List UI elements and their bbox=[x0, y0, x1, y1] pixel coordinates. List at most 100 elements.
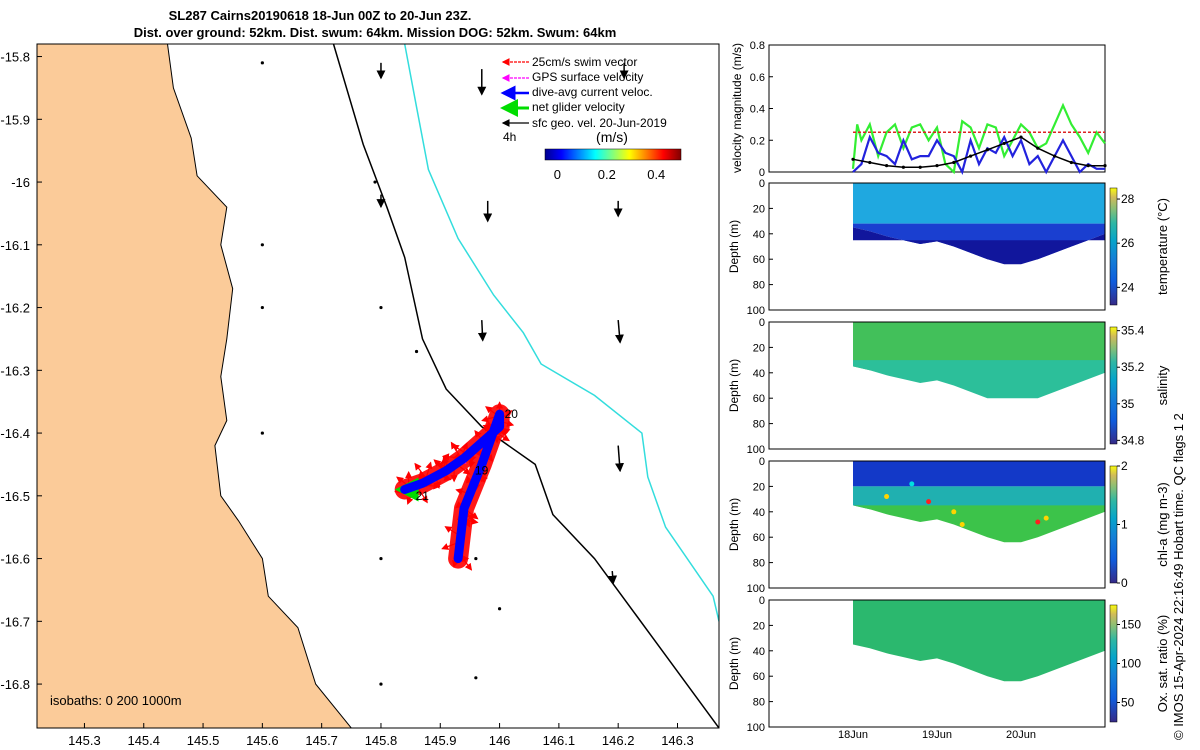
sfc-vector-dot-1 bbox=[373, 180, 377, 184]
map-x-tick-label: 145.7 bbox=[305, 733, 338, 748]
colorbar-label-chla: chl-a (mg m-3) bbox=[1155, 482, 1170, 567]
colorbar-tick-label-salinity: 35.4 bbox=[1121, 324, 1145, 338]
speed-y-tick-label: 0 bbox=[759, 167, 765, 179]
map-y-tick-label: -15.8 bbox=[0, 50, 30, 65]
speed-plot-area bbox=[768, 44, 1106, 173]
profile-y-tick-label: 40 bbox=[753, 507, 765, 519]
colorbar-tick-label-temperature: 28 bbox=[1121, 192, 1135, 206]
sfc-vector-dot-9 bbox=[379, 682, 383, 686]
map-x-tick-label: 145.6 bbox=[246, 733, 279, 748]
map-x-tick-label: 146.2 bbox=[602, 733, 635, 748]
profile-y-tick-label: 60 bbox=[753, 671, 765, 683]
chla-point-2 bbox=[951, 509, 957, 515]
profile-layer-temperature-0 bbox=[853, 183, 1105, 224]
time-axis-ticks: 18Jun 19Jun 20Jun bbox=[838, 729, 1036, 741]
map-x-tick-label: 146.1 bbox=[543, 733, 576, 748]
map-x-tick-label: 146 bbox=[489, 733, 511, 748]
sfc-vector-8 bbox=[615, 445, 625, 473]
day-labels: 20 19 21 bbox=[416, 407, 519, 503]
sfc-vector-dot-6 bbox=[260, 431, 264, 435]
figure-title-line2: Dist. over ground: 52km. Dist. swum: 64k… bbox=[134, 25, 617, 40]
profile-y-tick-label: 0 bbox=[759, 317, 765, 329]
speed-line-net bbox=[851, 102, 1106, 175]
profile-y-tick-label: 80 bbox=[753, 280, 765, 292]
profile-ylabel-oxygen: Depth (m) bbox=[727, 637, 741, 690]
profile-y-tick-label: 80 bbox=[753, 697, 765, 709]
map-y-ticks: -15.8 -15.9 -16 -16.1 -16.2 -16.3 -16.4 -16.5 -1… bbox=[0, 50, 42, 692]
speed-sfc-point bbox=[952, 160, 956, 165]
sfc-vector-dot-0 bbox=[260, 61, 264, 65]
day-label-20: 20 bbox=[505, 407, 519, 421]
speed-sfc-point bbox=[1002, 141, 1006, 146]
speed-sfc-point bbox=[918, 165, 922, 169]
profile-y-tick-label: 40 bbox=[753, 229, 765, 241]
profile-ylabel-salinity: Depth (m) bbox=[727, 359, 741, 412]
profile-layer-chla-0 bbox=[853, 461, 1105, 487]
map-y-tick-label: -16.3 bbox=[0, 363, 30, 378]
profile-y-tick-label: 20 bbox=[753, 620, 765, 632]
profile-layer-oxygen-0 bbox=[853, 600, 1105, 682]
legend-gps-label: GPS surface velocity bbox=[532, 70, 643, 84]
profile-panel-salinity: 0 20 40 60 80 100 Depth (m) 34.8 35 35.2 35.4 salin… bbox=[727, 317, 1170, 456]
colorbar-tick-label-chla: 0 bbox=[1121, 576, 1128, 590]
speed-line-current bbox=[852, 134, 1105, 176]
profile-y-tick-label: 60 bbox=[753, 532, 765, 544]
profile-y-tick-label: 20 bbox=[753, 203, 765, 215]
profile-panel-chla: 0 20 40 60 80 100 Depth (m) 0 1 2 chl-a (mg m-3) bbox=[727, 456, 1170, 595]
legend-sfc-label: sfc geo. vel. 20-Jun-2019 bbox=[532, 116, 667, 130]
profile-layer-salinity-1 bbox=[853, 360, 1105, 399]
colorbar-salinity bbox=[1109, 326, 1118, 445]
colorbar-tick-label-salinity: 34.8 bbox=[1121, 433, 1145, 447]
map-y-tick-label: -16.6 bbox=[0, 552, 30, 567]
colorbar-tick-label-chla: 1 bbox=[1121, 518, 1128, 532]
sfc-vector-dot-8 bbox=[474, 556, 478, 561]
isobath-200m bbox=[332, 44, 719, 728]
colorbar-tick-label: 0 bbox=[554, 167, 561, 182]
map-frame bbox=[36, 43, 720, 729]
map-x-tick-label: 145.4 bbox=[127, 733, 160, 748]
profile-y-tick-label: 40 bbox=[753, 368, 765, 380]
map-y-tick-label: -16.4 bbox=[0, 426, 30, 441]
colorbar-label-temperature: temperature (°C) bbox=[1155, 198, 1170, 295]
speed-sfc-point bbox=[851, 157, 855, 161]
colorbar-tick-label-oxygen: 150 bbox=[1121, 618, 1141, 632]
map-legend: 25cm/s swim vector GPS surface velocity … bbox=[500, 55, 682, 182]
sfc-vector-dot-10 bbox=[497, 607, 502, 611]
speed-y-ticks: 0 0.2 0.4 0.6 0.8 bbox=[750, 40, 773, 179]
speed-y-tick-label: 0.4 bbox=[750, 104, 765, 116]
chla-point-5 bbox=[1043, 515, 1049, 521]
glider-track bbox=[400, 409, 505, 564]
colorbar-label-salinity: salinity bbox=[1155, 365, 1170, 405]
profile-frame bbox=[768, 460, 1106, 589]
surface-velocity-vectors bbox=[260, 61, 629, 686]
time-tick-label: 20Jun bbox=[1006, 729, 1036, 741]
map-y-tick-label: -16.7 bbox=[0, 614, 30, 629]
speed-y-tick-label: 0.2 bbox=[750, 135, 765, 147]
speed-sfc-point bbox=[935, 164, 939, 168]
chla-point-4 bbox=[1035, 519, 1041, 525]
map-y-tick-label: -15.9 bbox=[0, 112, 30, 127]
profile-frame bbox=[768, 321, 1106, 450]
isobath-1000m bbox=[403, 44, 719, 622]
speed-panel: 0 0.2 0.4 0.6 0.8 velocity magnitude (m/s) bbox=[730, 40, 1107, 179]
speed-sfc-point bbox=[1053, 154, 1057, 158]
speed-sfc-point bbox=[885, 164, 889, 168]
land-mass bbox=[37, 44, 352, 728]
velocity-colorbar bbox=[544, 148, 682, 161]
profile-layer-chla-2 bbox=[853, 505, 1105, 543]
profile-y-tick-label: 100 bbox=[747, 305, 765, 317]
sfc-vector-dot-7 bbox=[379, 556, 383, 561]
credit-text: © IMOS 15-Apr-2024 22:16:49 Hobart time.… bbox=[1171, 413, 1186, 740]
profile-frame bbox=[768, 599, 1106, 728]
colorbar-tick-label-oxygen: 50 bbox=[1121, 696, 1135, 710]
map-y-tick-label: -16 bbox=[11, 175, 30, 190]
map-x-ticks: 145.3 145.4 145.5 145.6 145.7 145.8 145.9 146 14… bbox=[68, 723, 694, 748]
profile-frame bbox=[768, 182, 1106, 311]
time-tick-label: 18Jun bbox=[838, 729, 868, 741]
sfc-vector-7 bbox=[614, 320, 624, 344]
profile-y-tick-label: 20 bbox=[753, 342, 765, 354]
profile-y-tick-label: 0 bbox=[759, 456, 765, 468]
map-y-tick-label: -16.1 bbox=[0, 238, 30, 253]
map-y-tick-label: -16.5 bbox=[0, 489, 30, 504]
